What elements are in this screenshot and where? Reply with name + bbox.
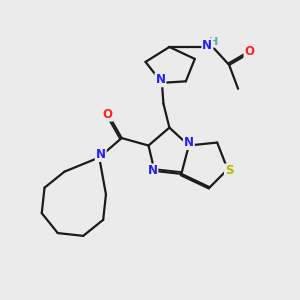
Text: O: O — [102, 108, 112, 121]
Text: H: H — [209, 37, 218, 46]
Text: N: N — [147, 164, 158, 177]
Text: N: N — [155, 73, 166, 86]
Text: N: N — [96, 148, 106, 161]
Text: S: S — [225, 164, 233, 177]
Text: N: N — [184, 136, 194, 149]
Text: N: N — [202, 39, 212, 52]
Text: O: O — [244, 45, 254, 58]
